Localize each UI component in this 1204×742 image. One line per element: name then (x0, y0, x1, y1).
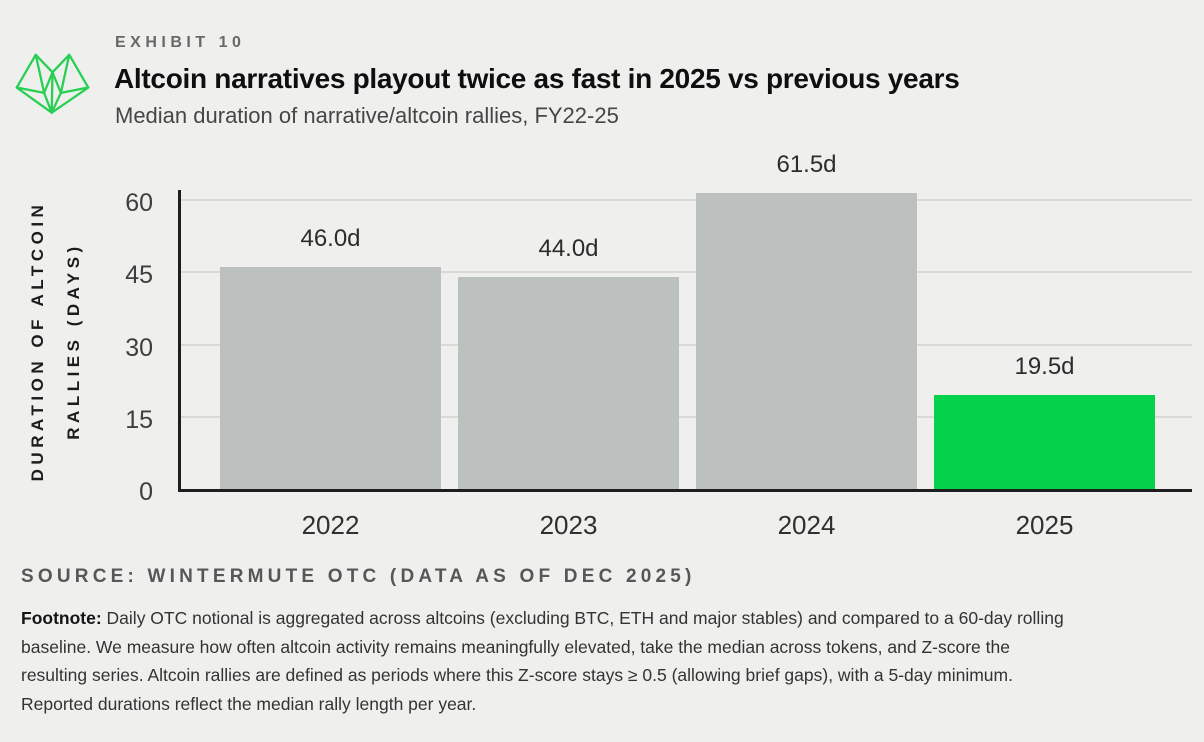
x-tick-2024: 2024 (777, 510, 836, 540)
footnote-line-1-text: Daily OTC notional is aggregated across … (106, 608, 1064, 628)
plot-area: 46.0d 44.0d 61.5d 19.5d (178, 151, 1192, 492)
chart-title: Altcoin narratives playout twice as fast… (114, 63, 960, 94)
bar-2022 (220, 267, 441, 489)
y-tick-60: 60 (125, 189, 153, 217)
footnote-line-3: resulting series. Altcoin rallies are de… (21, 665, 1013, 685)
footnote-line-1: Footnote: Daily OTC notional is aggregat… (21, 604, 1191, 633)
source-line: SOURCE: WINTERMUTE OTC (DATA AS OF DEC 2… (21, 566, 696, 587)
bar-group-2025: 19.5d (934, 353, 1155, 489)
y-tick-15: 15 (125, 405, 153, 434)
x-axis-ticks: 2022 2023 2024 2025 (181, 510, 1195, 546)
wintermute-logo-icon (15, 53, 90, 114)
footnote-label: Footnote: (21, 608, 102, 628)
x-tick-2022: 2022 (301, 510, 360, 540)
chart-subtitle: Median duration of narrative/altcoin ral… (115, 103, 619, 128)
bar-value-label-2022: 46.0d (300, 225, 361, 253)
footnote-line-2: baseline. We measure how often altcoin a… (21, 636, 1010, 657)
bar-group-2024: 61.5d (696, 151, 917, 489)
bar-value-label-2024: 61.5d (776, 150, 837, 178)
gridline-60 (181, 199, 1192, 201)
gridline-15 (181, 415, 1192, 418)
x-tick-2023: 2023 (539, 510, 598, 540)
bar-2024 (696, 192, 917, 489)
gridline-45 (181, 271, 1192, 274)
x-tick-2025: 2025 (1015, 510, 1074, 540)
bar-group-2022: 46.0d (220, 225, 441, 489)
footnote-line-4: Reported durations reflect the median ra… (21, 693, 477, 714)
bar-2025 (934, 395, 1155, 489)
bar-value-label-2025: 19.5d (1014, 353, 1075, 381)
bar-2023 (458, 277, 679, 489)
gridline-30 (181, 343, 1192, 346)
footnote: Footnote: Daily OTC notional is aggregat… (21, 604, 1191, 718)
y-axis-ticks: 0 15 30 45 60 (0, 189, 153, 506)
y-tick-45: 45 (125, 261, 153, 290)
y-tick-30: 30 (125, 333, 153, 362)
exhibit-label: EXHIBIT 10 (115, 34, 246, 51)
y-tick-0: 0 (139, 478, 153, 506)
bar-group-2023: 44.0d (458, 235, 679, 489)
bar-value-label-2023: 44.0d (538, 235, 599, 263)
